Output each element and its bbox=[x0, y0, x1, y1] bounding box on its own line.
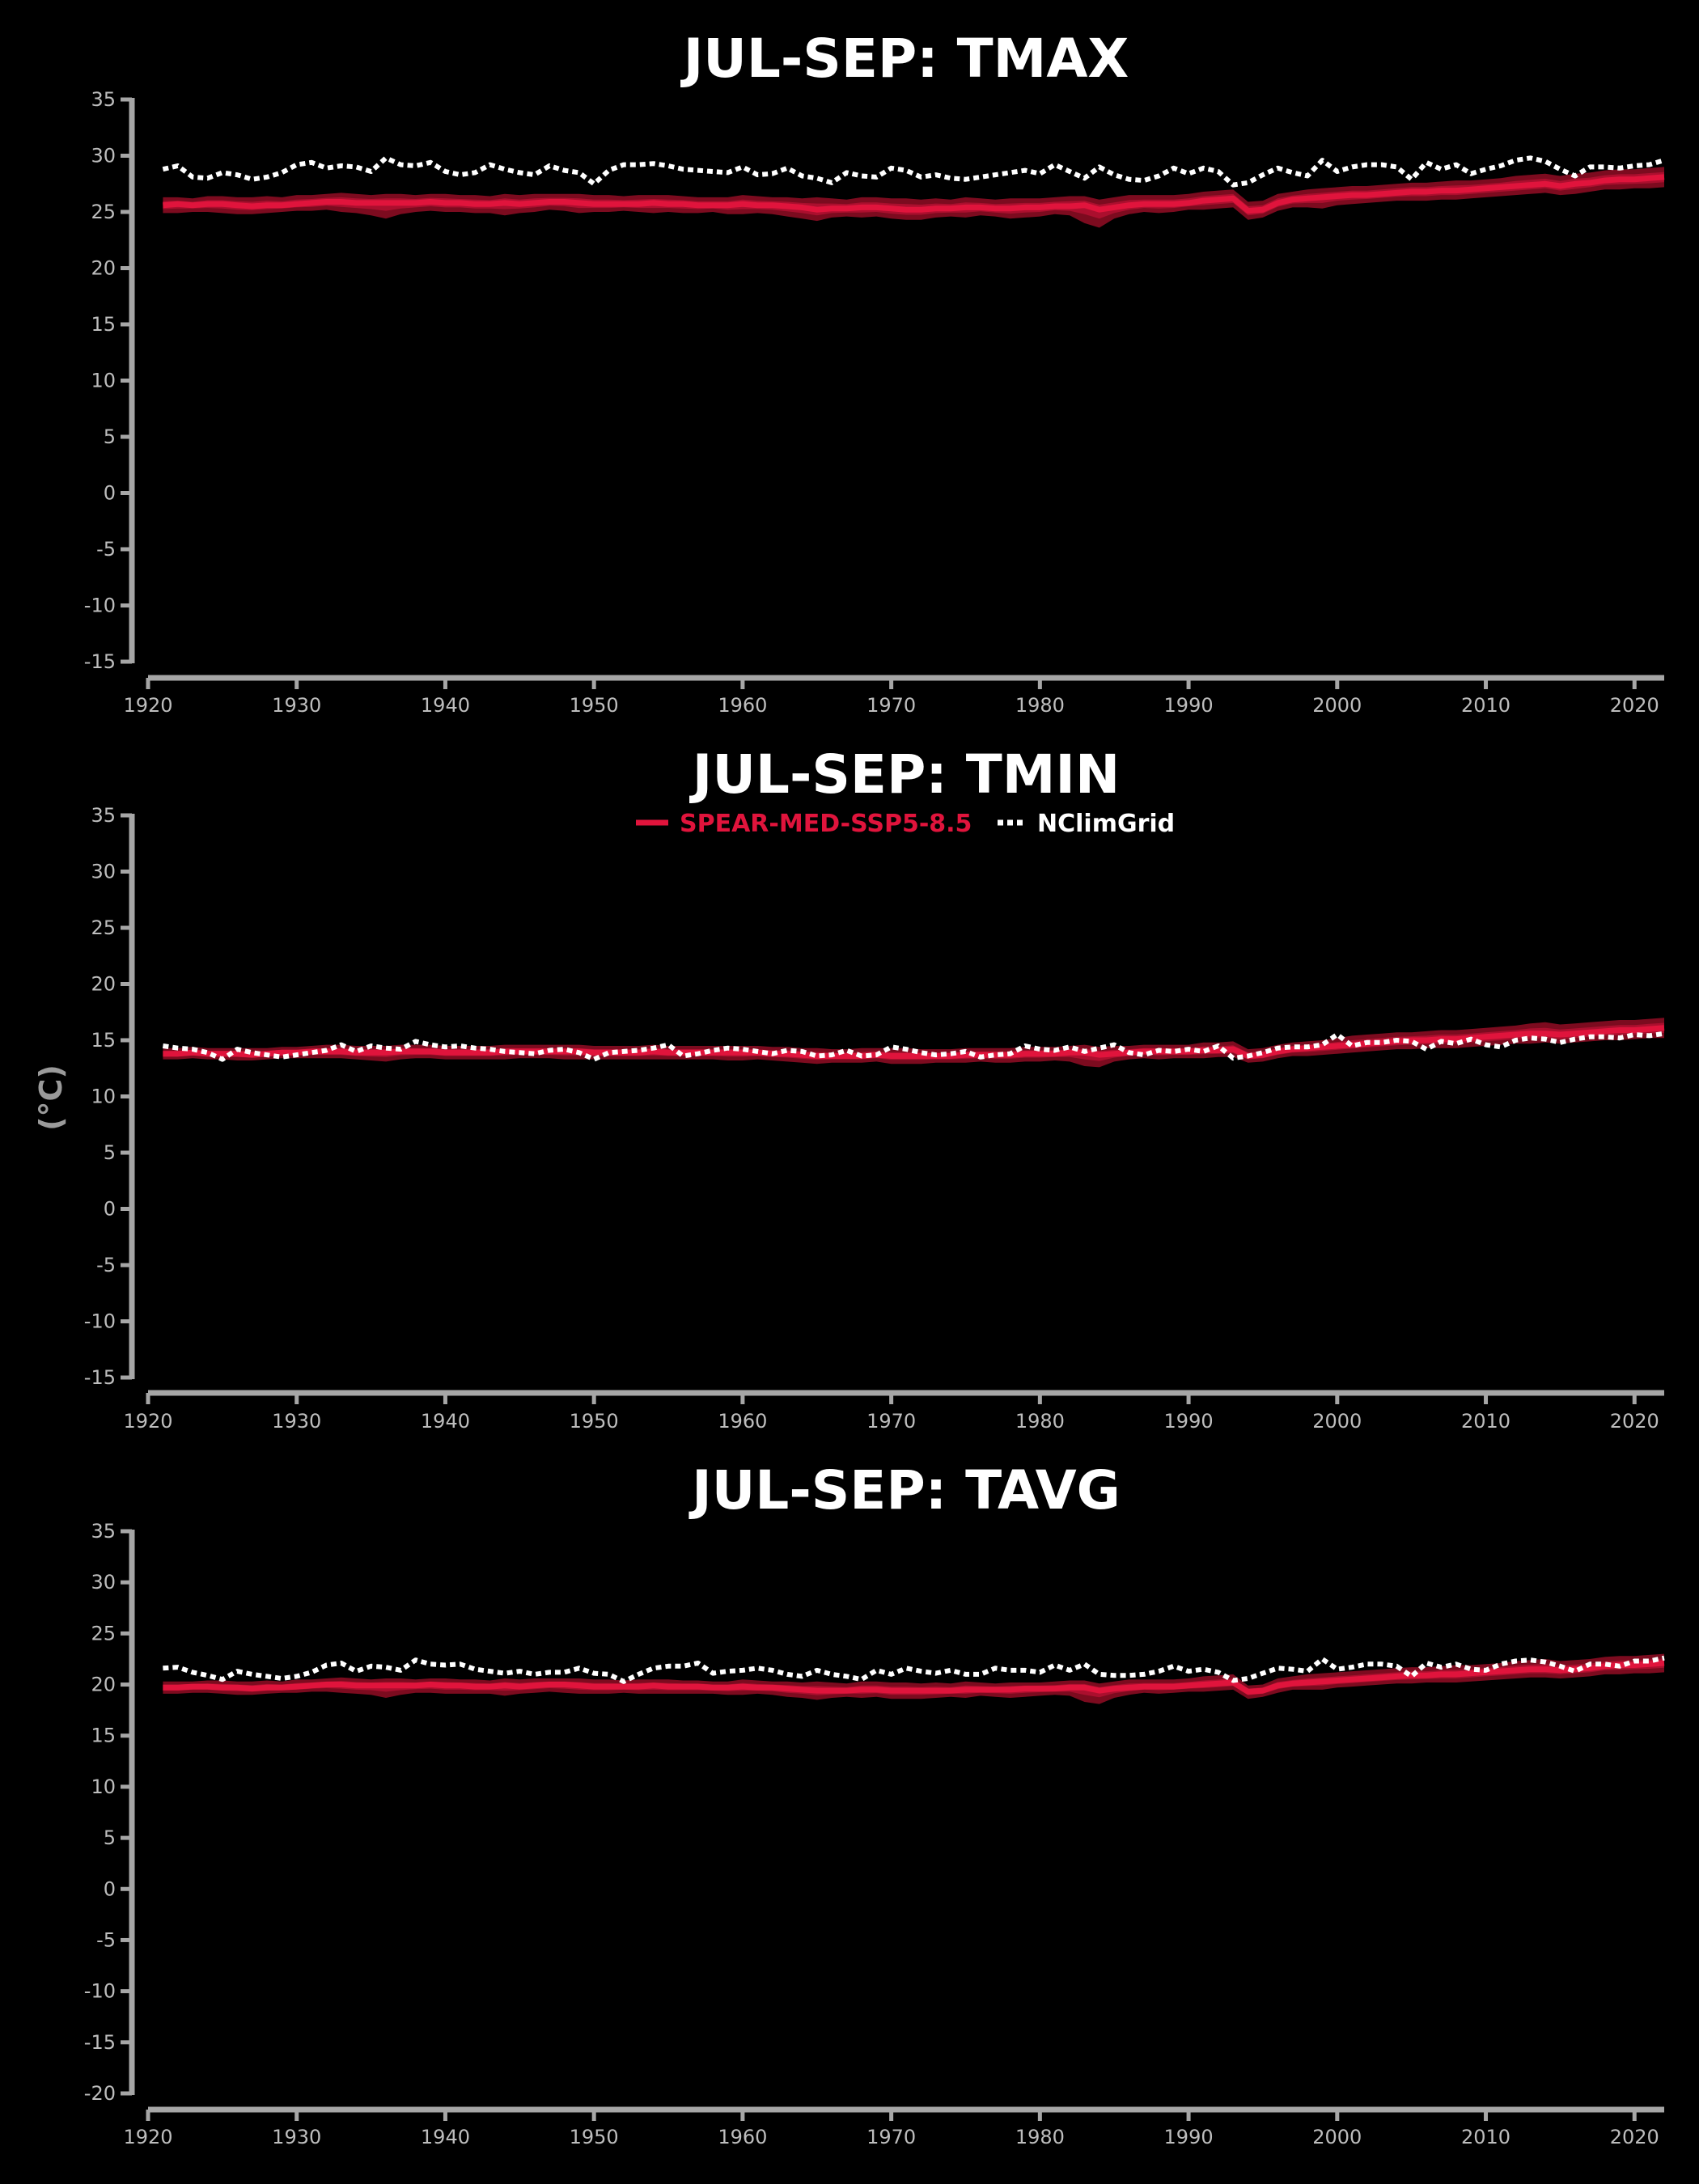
y-tick-label: 35 bbox=[91, 804, 116, 827]
y-tick-label: 15 bbox=[91, 313, 116, 336]
y-tick-label: -15 bbox=[84, 650, 116, 673]
x-tick-label: 1920 bbox=[123, 694, 172, 717]
axes-tmax: 35 30 25 20 15 10 5 0 -5 -10 -15 1920 1930 1940 1950 19… bbox=[84, 88, 1664, 717]
legend-model-label: SPEAR-MED-SSP5-8.5 bbox=[680, 810, 972, 838]
x-tick-label: 2000 bbox=[1312, 1410, 1362, 1433]
y-tick-label: 25 bbox=[91, 201, 116, 223]
y-tick-label: 0 bbox=[104, 482, 116, 505]
y-tick-label: 20 bbox=[91, 973, 116, 996]
obs-line-tavg bbox=[163, 1655, 1665, 1684]
y-tick-label: 20 bbox=[91, 257, 116, 280]
axes-tavg: 35 30 25 20 15 10 5 0 -5 -10 -15 -20 1920 1930 1940 195… bbox=[84, 1520, 1664, 2148]
x-tick-label: 1930 bbox=[272, 694, 321, 717]
legend: SPEAR-MED-SSP5-8.5 NClimGrid bbox=[636, 810, 1175, 838]
x-tick-label: 2010 bbox=[1461, 2126, 1510, 2148]
observed-line bbox=[162, 155, 1665, 188]
model-inner-band bbox=[163, 171, 1664, 219]
panel-title-tavg: JUL-SEP: TAVG bbox=[688, 1459, 1121, 1522]
y-tick-label: -10 bbox=[84, 1980, 116, 2003]
x-tick-label: 1960 bbox=[718, 694, 767, 717]
x-tick-label: 2000 bbox=[1312, 2126, 1362, 2148]
y-tick-label: 5 bbox=[104, 1141, 116, 1164]
x-tick-label: 1960 bbox=[718, 1410, 767, 1433]
y-tick-label: 10 bbox=[91, 370, 116, 392]
x-tick-label: 1950 bbox=[570, 2126, 619, 2148]
panel-tmax: JUL-SEP: TMAX 35 30 25 20 15 10 5 0 -5 -10 -15 1920… bbox=[84, 28, 1665, 717]
x-tick-label: 1980 bbox=[1015, 2126, 1065, 2148]
y-tick-label: 35 bbox=[91, 88, 116, 111]
y-tick-label: -5 bbox=[96, 1254, 116, 1276]
y-axis-label: (°C) bbox=[33, 1064, 69, 1131]
y-tick-label: 5 bbox=[104, 425, 116, 448]
y-tick-label: -5 bbox=[96, 538, 116, 561]
panel-tavg: JUL-SEP: TAVG 35 30 25 20 15 10 5 0 -5 -10 -15 -20 1… bbox=[84, 1459, 1665, 2148]
x-tick-label: 2020 bbox=[1610, 1410, 1659, 1433]
y-tick-label: 25 bbox=[91, 916, 116, 939]
x-tick-label: 1920 bbox=[123, 2126, 172, 2148]
x-tick-label: 1980 bbox=[1015, 694, 1065, 717]
y-tick-label: -10 bbox=[84, 595, 116, 617]
x-tick-label: 1990 bbox=[1164, 694, 1214, 717]
x-tick-label: 1940 bbox=[421, 2126, 470, 2148]
model-range-band bbox=[163, 1653, 1664, 1704]
axes-tmin: 35 30 25 20 15 10 5 0 -5 -10 -15 1920 1930 1940 1950 19… bbox=[84, 804, 1664, 1433]
x-tick-label: 1940 bbox=[421, 1410, 470, 1433]
x-tick-label: 1930 bbox=[272, 2126, 321, 2148]
y-tick-label: -20 bbox=[84, 2082, 116, 2105]
x-tick-label: 1980 bbox=[1015, 1410, 1065, 1433]
y-tick-label: -15 bbox=[84, 2031, 116, 2054]
x-tick-label: 2010 bbox=[1461, 1410, 1510, 1433]
x-tick-label: 1950 bbox=[570, 1410, 619, 1433]
y-tick-label: 15 bbox=[91, 1029, 116, 1052]
panel-title-tmin: JUL-SEP: TMIN bbox=[689, 743, 1120, 806]
panel-title-tmax: JUL-SEP: TMAX bbox=[680, 28, 1129, 90]
x-tick-label: 1920 bbox=[123, 1410, 172, 1433]
y-tick-label: 5 bbox=[104, 1826, 116, 1849]
y-tick-label: 15 bbox=[91, 1725, 116, 1747]
x-tick-label: 2020 bbox=[1610, 694, 1659, 717]
y-tick-label: 0 bbox=[104, 1877, 116, 1900]
observed-line bbox=[163, 1655, 1665, 1684]
panel-tmin: JUL-SEP: TMIN 35 30 25 20 15 10 5 0 -5 -10 -15 1920… bbox=[84, 743, 1665, 1433]
x-tick-label: 1990 bbox=[1164, 2126, 1214, 2148]
y-tick-label: -5 bbox=[96, 1928, 116, 1951]
legend-obs-label: NClimGrid bbox=[1037, 810, 1175, 838]
y-tick-label: 30 bbox=[91, 145, 116, 167]
x-tick-label: 1930 bbox=[272, 1410, 321, 1433]
x-tick-label: 2000 bbox=[1312, 694, 1362, 717]
y-tick-label: 10 bbox=[91, 1086, 116, 1108]
x-tick-label: 1950 bbox=[570, 694, 619, 717]
x-tick-label: 2020 bbox=[1610, 2126, 1659, 2148]
x-tick-label: 2010 bbox=[1461, 694, 1510, 717]
x-tick-label: 1990 bbox=[1164, 1410, 1214, 1433]
observed-line bbox=[162, 1031, 1665, 1062]
y-tick-label: -15 bbox=[84, 1366, 116, 1389]
y-tick-label: 25 bbox=[91, 1622, 116, 1644]
y-tick-label: 20 bbox=[91, 1674, 116, 1696]
x-tick-label: 1970 bbox=[866, 2126, 916, 2148]
model-line-tmax bbox=[163, 174, 1665, 214]
y-tick-label: 35 bbox=[91, 1520, 116, 1543]
x-tick-label: 1970 bbox=[866, 1410, 916, 1433]
obs-line-tmax bbox=[162, 155, 1665, 188]
x-tick-label: 1940 bbox=[421, 694, 470, 717]
y-tick-label: 30 bbox=[91, 1571, 116, 1594]
y-tick-label: 30 bbox=[91, 861, 116, 883]
y-tick-label: -10 bbox=[84, 1310, 116, 1333]
model-mean-line bbox=[163, 174, 1665, 214]
x-tick-label: 1970 bbox=[866, 694, 916, 717]
y-tick-label: 0 bbox=[104, 1198, 116, 1221]
obs-line-tmin bbox=[162, 1031, 1665, 1062]
y-tick-label: 10 bbox=[91, 1776, 116, 1798]
x-tick-label: 1960 bbox=[718, 2126, 767, 2148]
